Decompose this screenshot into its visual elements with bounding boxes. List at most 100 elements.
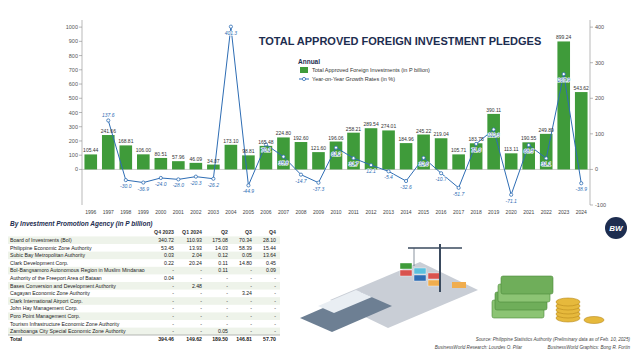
bar: [102, 135, 115, 169]
growth-label: 35.8: [279, 160, 289, 166]
bar: [522, 142, 535, 169]
table-cell: -: [226, 290, 228, 296]
bar-label: 80.51: [155, 151, 168, 157]
table-cell: -: [250, 321, 252, 327]
credit: BusinessWorld Research: Lourdes O. Pilar: [435, 345, 523, 350]
crane-cable: [414, 248, 415, 266]
bar-label: 196.06: [328, 135, 344, 141]
bar-label: 899.24: [556, 34, 572, 40]
bill-stack: [501, 276, 553, 294]
y-tick: [79, 98, 82, 99]
table-cell: 0.11: [218, 260, 228, 266]
table-cell: -: [274, 321, 276, 327]
growth-label: 31.7: [349, 161, 359, 167]
bar: [505, 153, 518, 169]
table-cell: 0.04: [164, 275, 174, 281]
bar: [347, 133, 360, 170]
x-tick-label: 2020: [506, 209, 517, 215]
container: [428, 273, 440, 279]
table-cell: 13.64: [263, 252, 276, 258]
x-tick-label: 2016: [436, 209, 447, 215]
bar: [137, 154, 150, 169]
table-cell: 149.62: [186, 336, 202, 342]
growth-point: [527, 143, 530, 146]
table-cell: -: [172, 298, 174, 304]
table-header: Q1 2024: [182, 229, 202, 235]
growth-point: [142, 181, 145, 184]
table-cell: -: [250, 305, 252, 311]
growth-point: [317, 181, 320, 184]
bar-label: 183.75: [468, 136, 484, 142]
bar: [155, 158, 168, 169]
port-illustration: [300, 244, 478, 332]
table-cell: -: [172, 283, 174, 289]
table-cell: -: [172, 328, 174, 334]
table-cell: 14.03: [215, 245, 228, 251]
growth-label: -30.0: [120, 183, 132, 189]
bar: [487, 114, 500, 170]
growth-point: [124, 178, 127, 181]
container: [414, 268, 426, 274]
y2-axis-line: [590, 20, 591, 205]
growth-point: [492, 128, 495, 131]
bar-label: 219.04: [433, 131, 449, 137]
table-cell: 0.03: [164, 252, 174, 258]
table-cell: 340.72: [158, 237, 174, 243]
growth-label: -32.6: [400, 184, 412, 190]
growth-label: -24.0: [155, 181, 167, 187]
bar: [172, 161, 185, 169]
table-row-label: Authority of the Freeport Area of Bataan: [10, 275, 102, 281]
bar: [295, 142, 308, 169]
table-row-label: Board of Investments (BoI): [10, 237, 72, 243]
bar-label: 184.96: [398, 136, 414, 142]
table-row-band: [8, 297, 280, 305]
growth-point: [299, 173, 302, 176]
x-tick-label: 2000: [155, 209, 166, 215]
table-row-band: [8, 312, 280, 320]
y-tick: [79, 84, 82, 85]
table-cell: -: [274, 275, 276, 281]
legend-label: Total Approved Foreign Investments (in P…: [312, 67, 430, 73]
container: [400, 263, 412, 269]
bar-label: 190.55: [521, 135, 537, 141]
table-cell: 57.70: [263, 336, 276, 342]
y-tick-label: 500: [69, 95, 78, 101]
x-tick-label: 2007: [278, 209, 289, 215]
source: Source: Philippine Statistics Authority …: [476, 337, 631, 342]
bar-label: 241.66: [101, 128, 117, 134]
growth-point: [177, 178, 180, 181]
growth-point: [229, 25, 232, 28]
table-row-label: Total: [10, 336, 23, 342]
legend: Total Approved Foreign Investments (in P…: [299, 67, 430, 82]
table-cell: 189.50: [212, 336, 228, 342]
bar: [260, 146, 273, 170]
table-cell: -: [250, 283, 252, 289]
table-cell: 3.24: [242, 290, 252, 296]
table-cell: -: [250, 298, 252, 304]
table-cell: -: [274, 283, 276, 289]
table-cell: -: [250, 275, 252, 281]
bar: [435, 138, 448, 169]
bar: [452, 154, 465, 169]
y-tick: [79, 155, 82, 156]
table-cell: 15.44: [263, 245, 276, 251]
bar-label: 165.48: [258, 139, 274, 145]
bar: [382, 130, 395, 169]
x-tick-label: 1996: [85, 209, 96, 215]
growth-label: 32.6: [419, 161, 429, 167]
y2-tick-label: 300: [595, 60, 604, 66]
table-cell: -: [274, 328, 276, 334]
table-header: Q3: [245, 229, 252, 235]
bar-label: 34.07: [207, 158, 220, 164]
table-row-label: Philippine Economic Zone Authority: [10, 245, 92, 251]
y2-tick: [590, 133, 593, 134]
bar-label: 168.81: [118, 138, 134, 144]
growth-label: 61.2: [331, 151, 341, 157]
bar-label: 258.21: [346, 126, 362, 132]
growth-label: 12.1: [366, 168, 376, 174]
growth-point: [212, 177, 215, 180]
x-tick-label: 2024: [576, 209, 587, 215]
bar-label: 192.60: [293, 135, 309, 141]
table-cell: 110.93: [187, 237, 203, 243]
x-tick-label: 2019: [488, 209, 499, 215]
